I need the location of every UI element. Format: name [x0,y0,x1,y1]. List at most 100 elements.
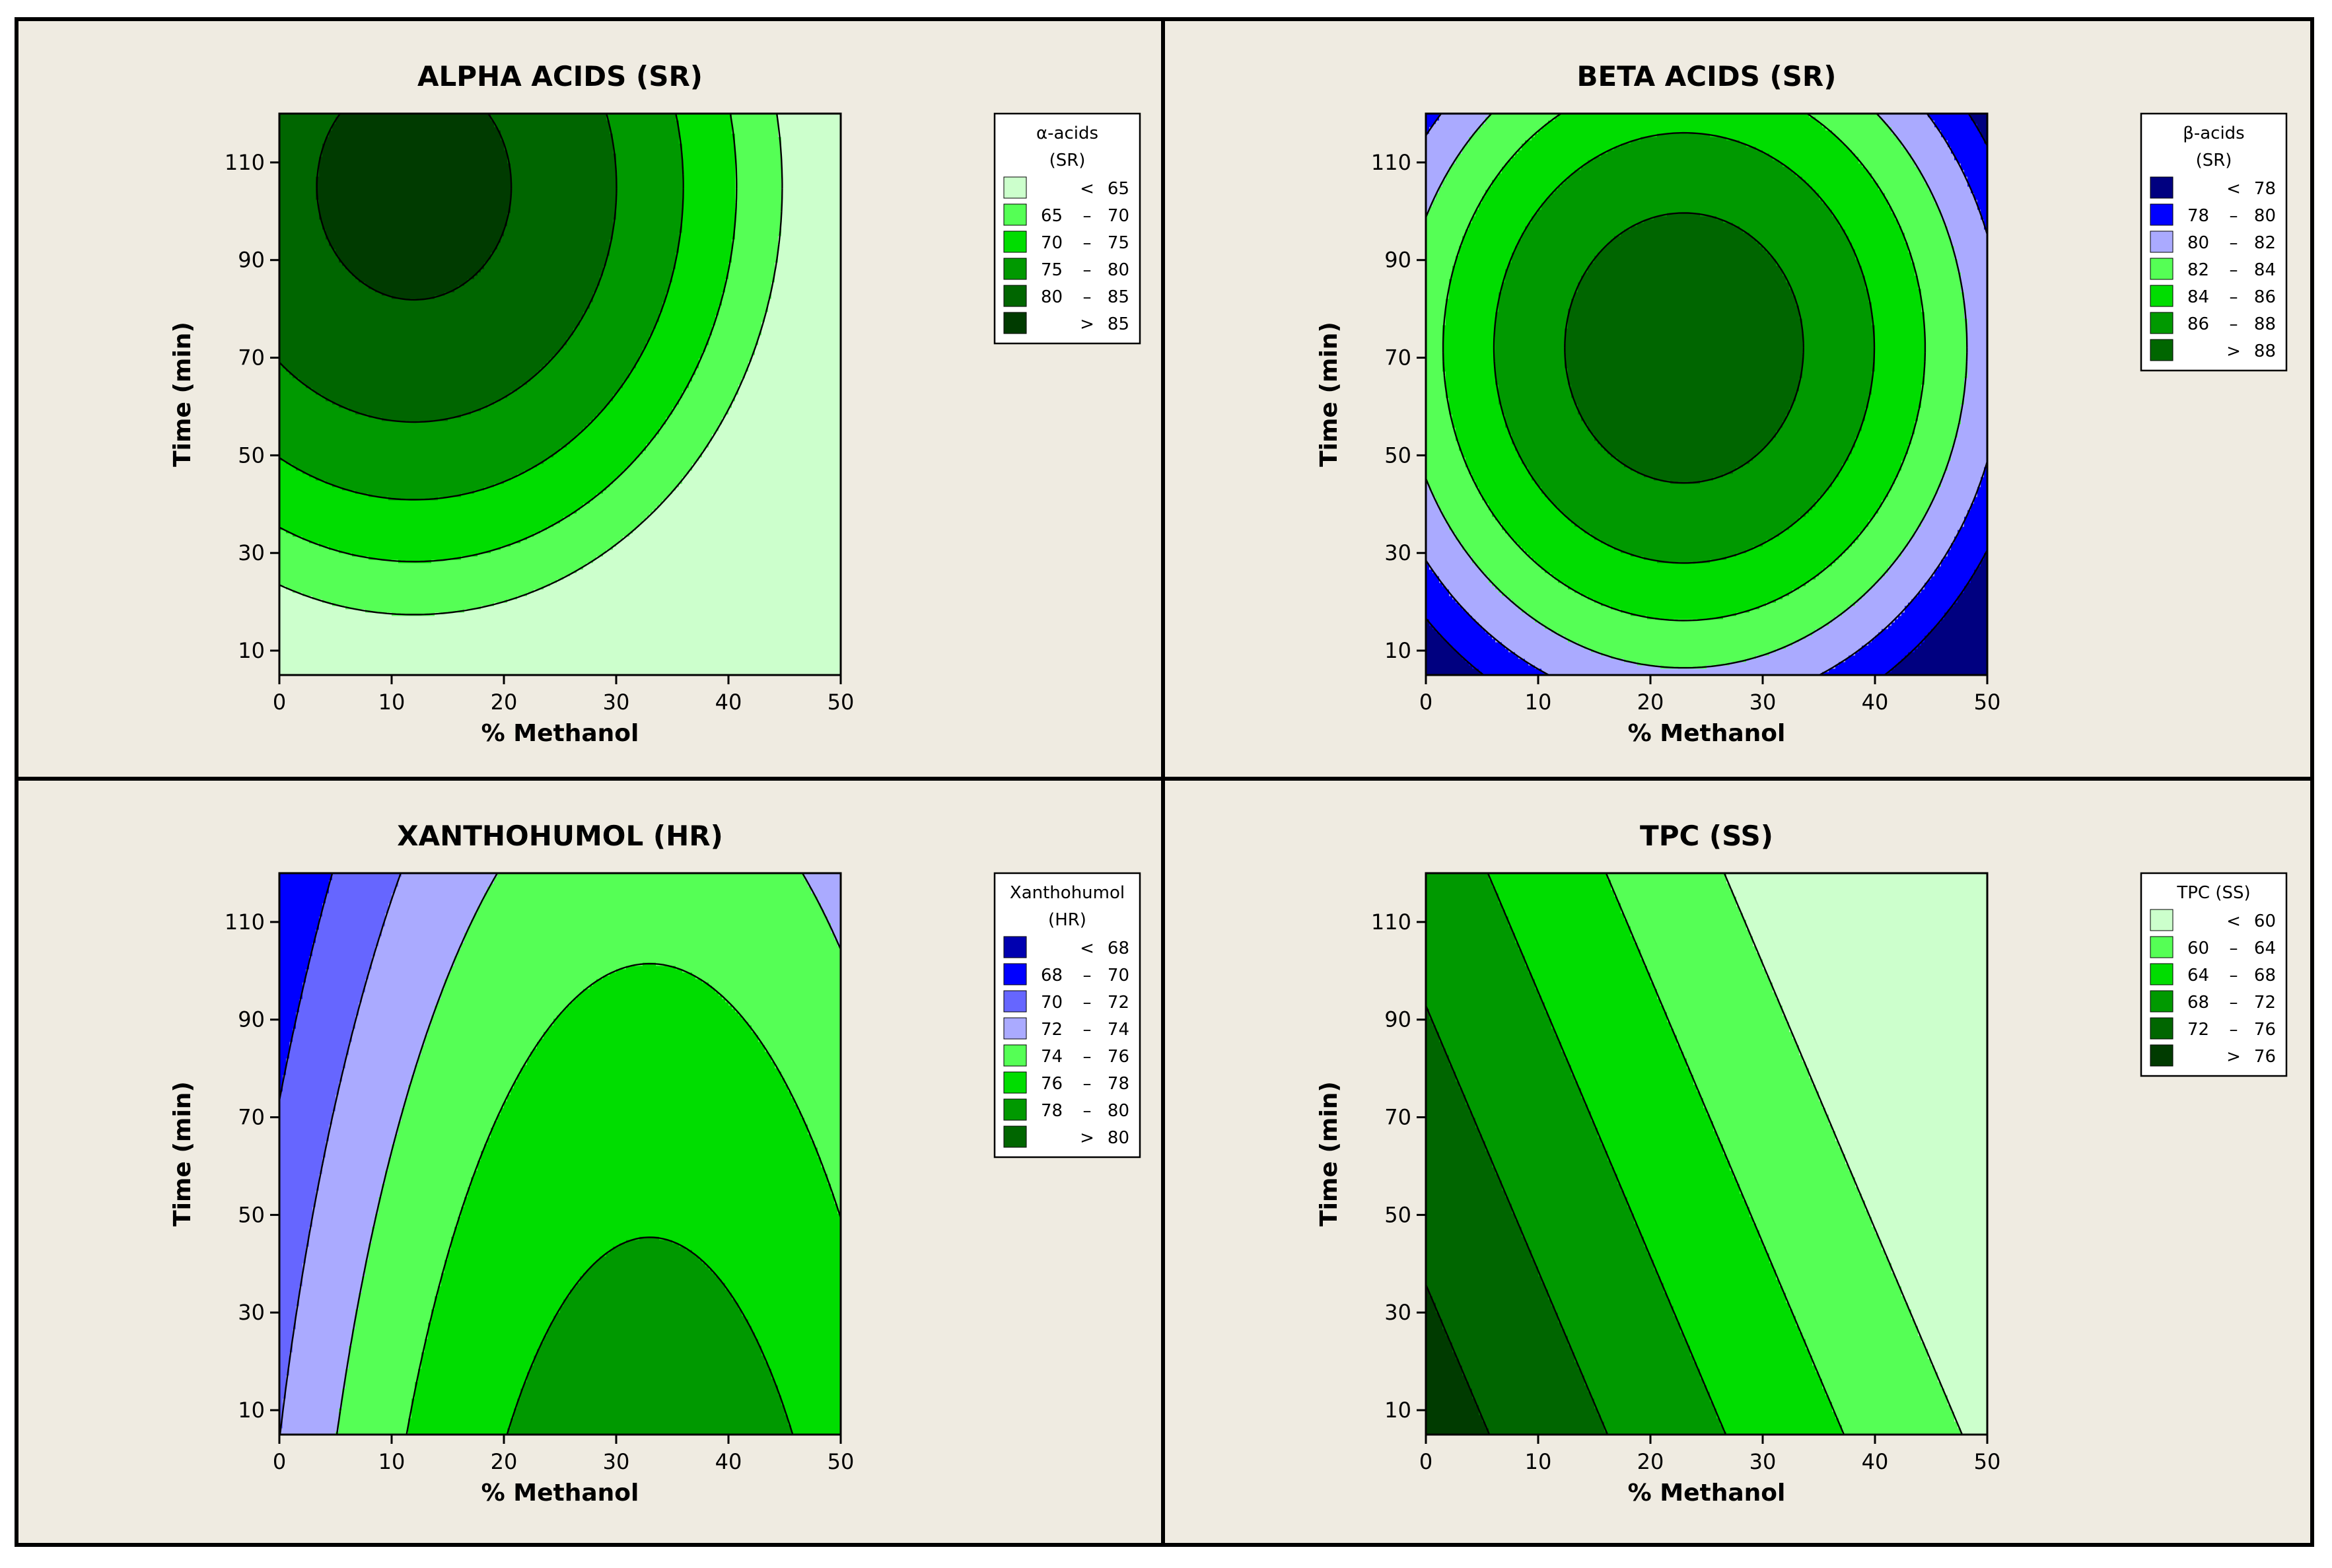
contour-cell [497,1114,802,1118]
contour-cell [1974,573,1988,577]
contour-cell [279,976,306,980]
contour-cell [1502,1184,1621,1188]
contour-cell [679,120,732,124]
contour-cell [316,1203,379,1207]
contour-cell [1644,959,1763,963]
legend-swatch [1003,936,1027,958]
contour-cell [1766,540,1856,544]
contour-cell [1528,969,1648,973]
contour-cell [553,355,640,359]
contour-cell [1878,186,1928,190]
contour-cell [1426,289,1450,293]
contour-cell [309,474,518,478]
contour-cell [491,117,607,121]
contour-cell [1499,896,1618,900]
contour-cell [1825,490,1889,494]
contour-cell [1485,629,1552,633]
contour-cell [1852,450,1909,454]
contour-cell [686,1246,841,1250]
contour-cell [279,186,316,190]
contour-cell [1865,279,1919,283]
contour-cell [1426,900,1499,904]
contour-cell [279,1227,310,1230]
legend-low: 70 [1041,233,1063,253]
contour-cell [732,259,779,263]
contour-line [1425,1005,1609,1435]
contour-cell [1898,1279,1988,1283]
contour-cell [342,487,485,491]
contour-cell [1558,1038,1678,1042]
contour-cell [1700,1375,1820,1379]
contour-cell [824,909,841,913]
contour-cell [682,394,736,398]
contour-cell [798,1108,841,1112]
contour-cell [1429,1293,1549,1297]
contour-cell [1773,1263,1892,1267]
contour-cell [279,216,320,220]
contour-cell [1558,1316,1678,1320]
contour-cell [322,147,505,151]
contour-cell [577,569,841,573]
contour-cell [1508,649,1592,653]
contour-cell [653,510,841,514]
contour-cell [1644,1243,1763,1247]
contour-cell [444,1260,597,1264]
contour-cell [1571,1065,1687,1069]
contour-cell [1977,206,1988,210]
contour-cell [1571,1345,1691,1349]
contour-cell [286,1382,346,1386]
contour-cell [279,464,293,468]
contour-cell [768,305,841,309]
contour-cell [1849,606,1905,610]
contour-cell [392,1154,481,1158]
contour-cell [781,157,841,160]
contour-cell [1532,556,1644,560]
contour-cell [279,434,577,438]
contour-cell [1911,157,1955,160]
contour-cell [1469,137,1532,141]
contour-cell [1495,325,1569,329]
contour-cell [1532,616,1648,620]
contour-cell [511,391,617,395]
contour-cell [732,249,779,253]
contour-cell [349,1042,425,1046]
contour-cell [362,999,439,1003]
contour-cell [603,266,676,269]
contour-cell [775,1065,841,1069]
contour-cell [1426,563,1430,567]
contour-cell [1961,166,1988,170]
contour-cell [1522,609,1621,613]
contour-cell [778,133,841,137]
contour-cell [1951,606,1988,610]
contour-cell [428,1032,544,1036]
contour-cell [1452,530,1506,534]
contour-cell [583,566,841,570]
contour-cell [1446,639,1496,643]
contour-cell [1954,256,1988,260]
contour-cell [1611,880,1727,884]
contour-cell [653,437,713,441]
contour-cell [1964,388,1988,392]
contour-cell [1499,589,1575,593]
contour-cell [1938,622,1988,626]
contour-cell [1495,1167,1615,1171]
legend-operator: – [2230,260,2238,280]
contour-cell [557,1312,742,1316]
contour-cell [1532,477,1654,481]
contour-cell [1426,1048,1446,1052]
contour-cell [1657,559,1711,563]
contour-cell [507,219,614,223]
contour-cell [702,979,841,983]
contour-cell [352,272,478,276]
contour-cell [1426,1369,1463,1372]
contour-cell [316,1197,379,1201]
contour-cell [369,1243,452,1247]
contour-cell [1426,1144,1486,1148]
contour-cell [1875,332,1925,336]
contour-cell [719,312,765,316]
contour-cell [425,1345,541,1349]
contour-cell [1799,517,1872,520]
contour-cell [388,1157,481,1161]
contour-cell [636,361,699,365]
contour-cell [283,1398,343,1402]
